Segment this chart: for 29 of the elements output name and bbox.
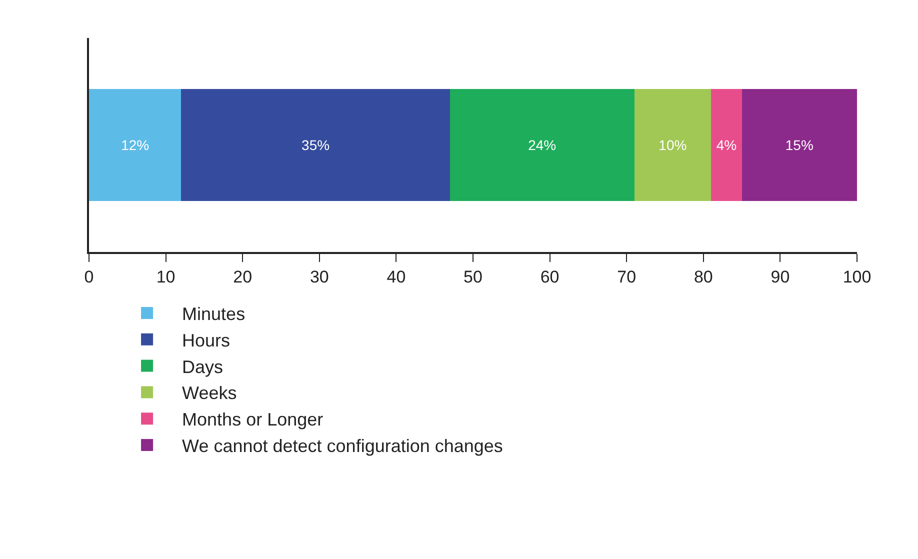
x-tick-label: 70: [617, 267, 636, 286]
legend-label: Days: [182, 356, 224, 377]
legend-label: We cannot detect configuration changes: [182, 436, 503, 456]
x-tick-label: 20: [233, 267, 252, 286]
legend-label: Months or Longer: [182, 410, 324, 430]
bar: [181, 89, 450, 201]
data-label: 4%: [716, 137, 737, 153]
x-tick-label: 40: [386, 267, 406, 286]
legend-label: Minutes: [182, 304, 246, 324]
data-label: 24%: [528, 137, 556, 153]
bar: [450, 89, 634, 201]
bar: [711, 89, 742, 201]
x-tick-label: 100: [842, 267, 872, 286]
data-label: 12%: [121, 137, 150, 153]
bar: [89, 89, 182, 201]
data-label: 35%: [302, 137, 330, 153]
legend-label: Weeks: [182, 383, 237, 404]
data-label: 10%: [658, 137, 687, 153]
x-tick-label: 80: [694, 267, 713, 286]
x-tick-label: 60: [540, 267, 560, 286]
x-tick-label: 90: [770, 267, 790, 286]
legend-label: Hours: [182, 330, 230, 350]
bar: [634, 89, 712, 201]
x-tick-label: 0: [84, 267, 94, 286]
x-tick-label: 30: [310, 267, 329, 286]
x-tick-label: 50: [464, 267, 482, 286]
x-tick-label: 10: [156, 267, 176, 286]
data-label: 15%: [785, 137, 814, 153]
bar: [742, 89, 857, 201]
